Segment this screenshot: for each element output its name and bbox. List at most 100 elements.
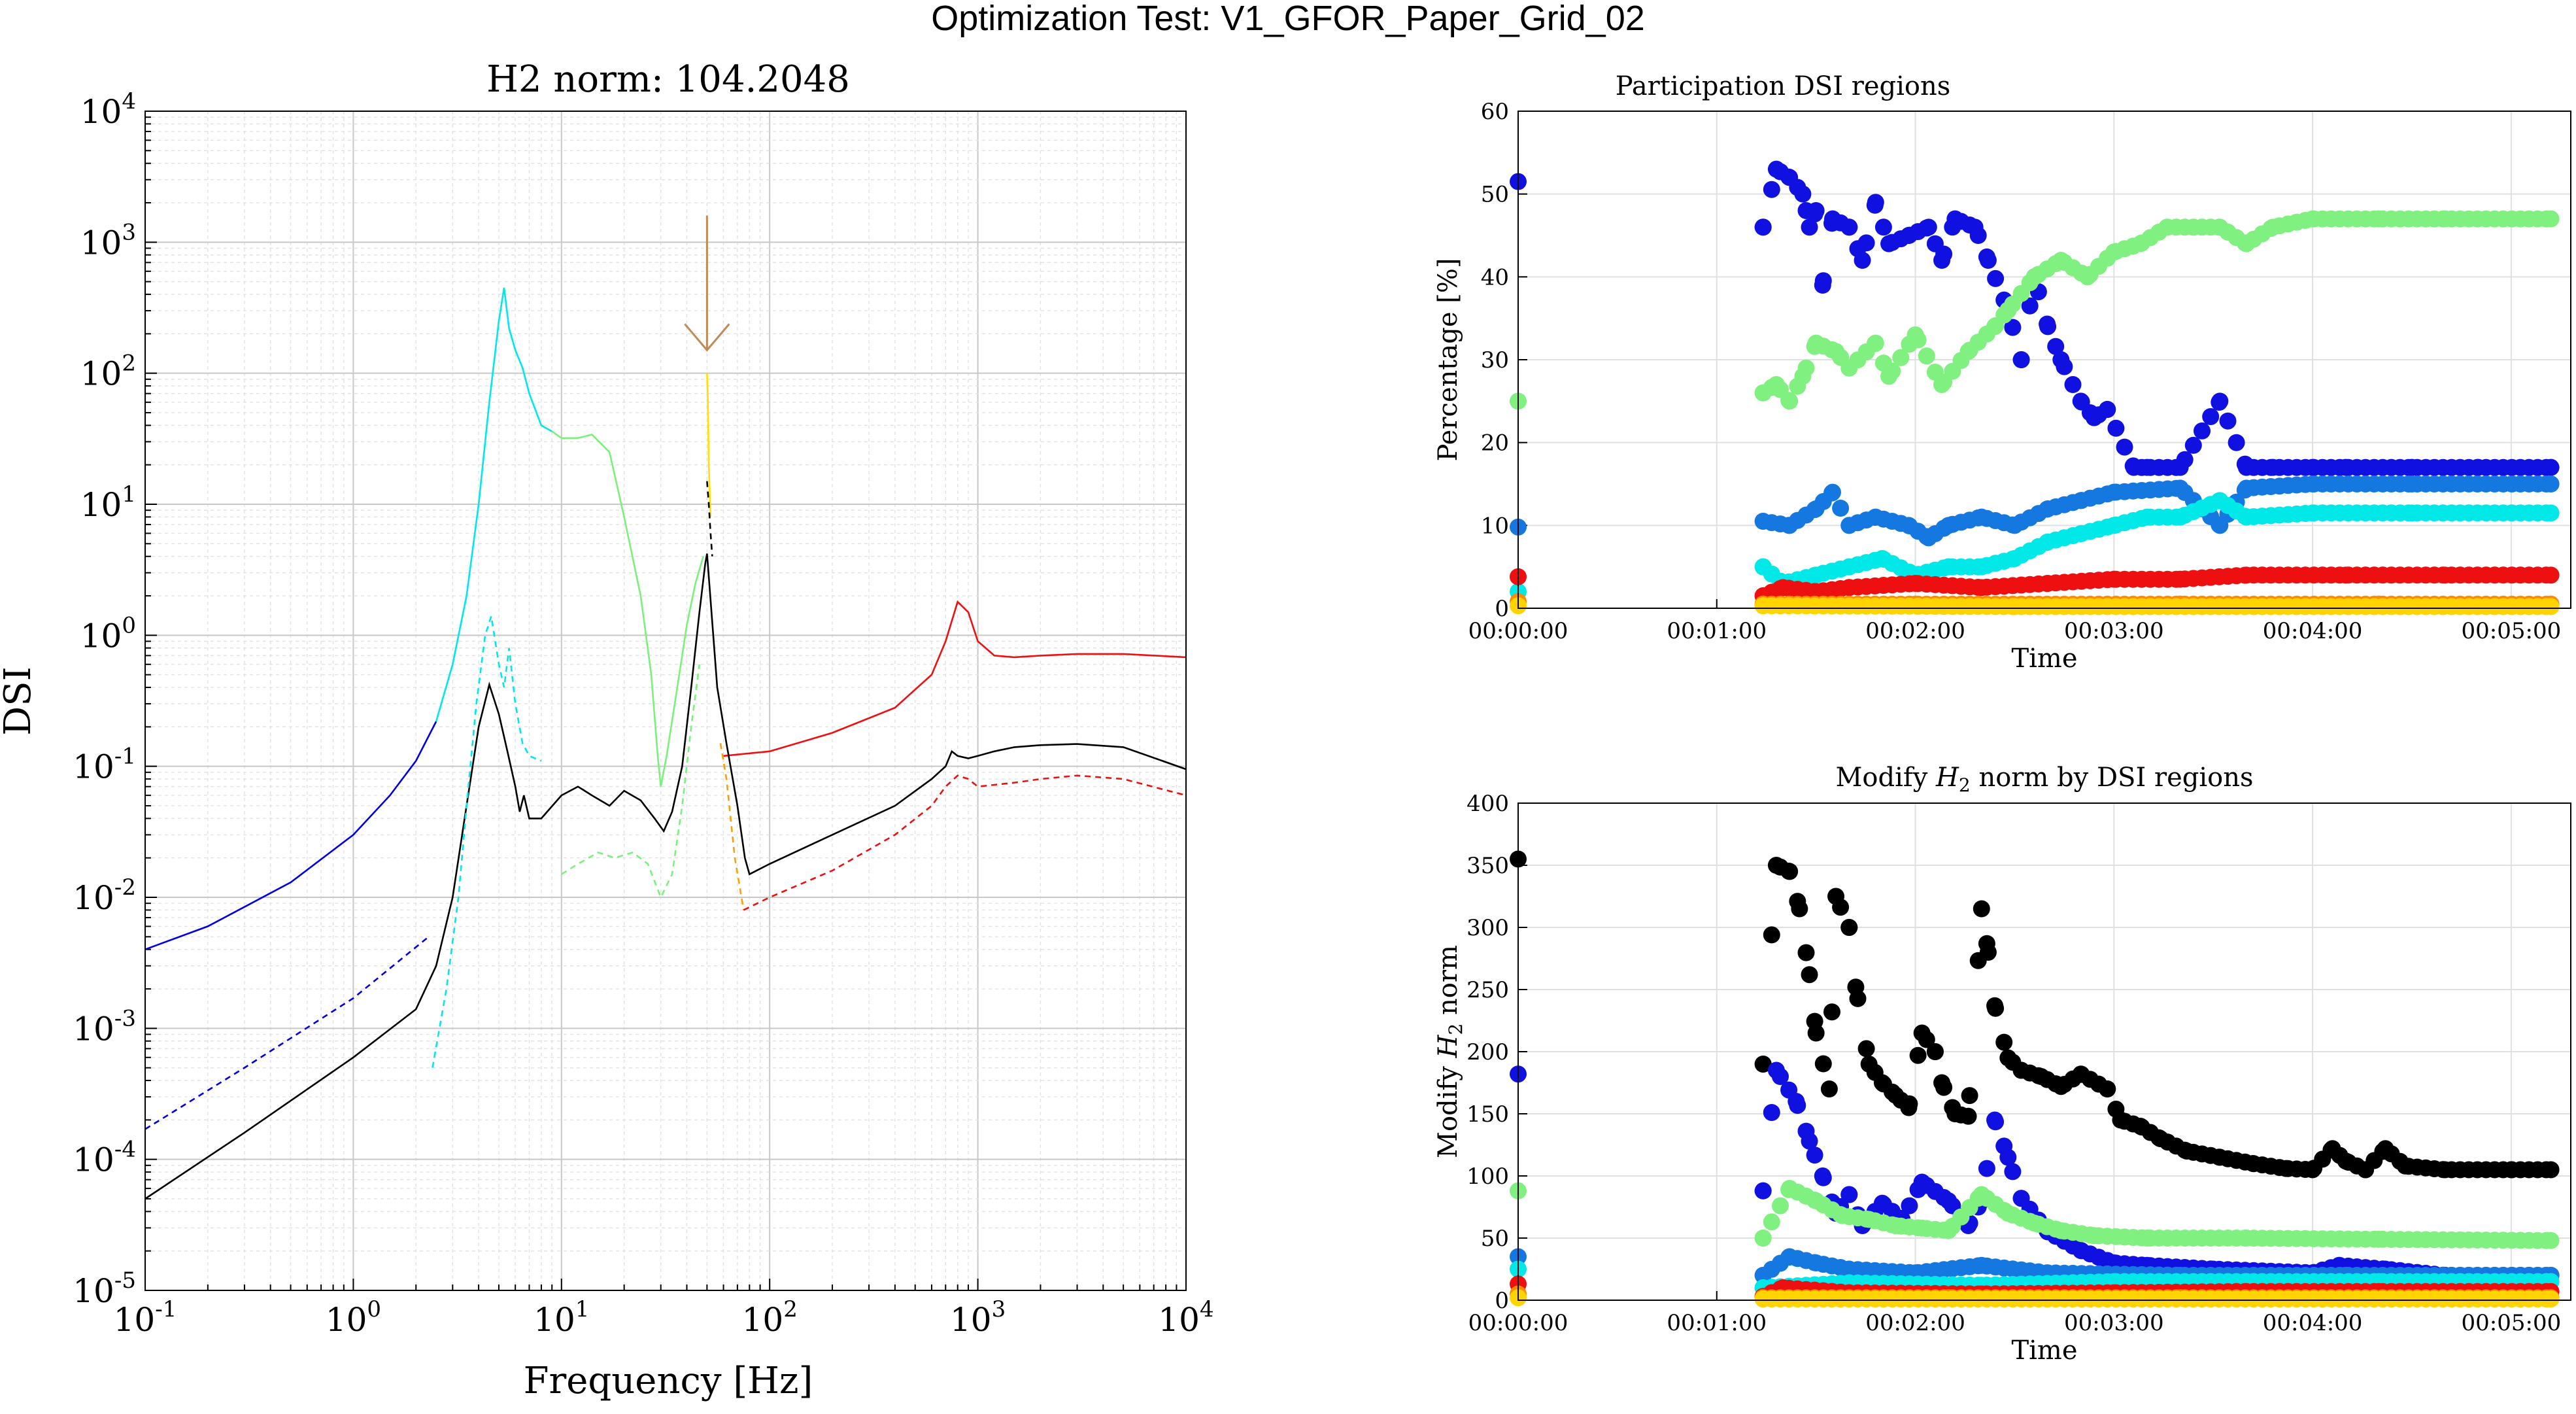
modify-h2-point-s1 [1873,1194,1891,1212]
participation-point-s4 [2039,575,2057,592]
modify-h2-point-s0 [2072,1065,2090,1083]
participation-point-s2 [2039,500,2057,517]
participation-point-s3 [2072,525,2090,542]
participation-point-s3 [1840,558,1858,576]
participation-point-s0 [1987,269,2005,287]
participation-point-s0 [2047,337,2065,355]
participation-point-s1 [2052,252,2070,269]
modify-h2-point-s1 [1814,1167,1831,1184]
modify-h2-y-tick-label: 350 [1466,853,1509,879]
participation-point-s3 [2237,508,2255,526]
dsi-plot-xlabel: Frequency [Hz] [524,1360,813,1402]
modify-h2-point-s1 [1767,1061,1785,1079]
participation-point-s2 [1832,500,1850,517]
participation-point-s4 [2542,566,2560,584]
modify-h2-x-tick-label: 00:04:00 [2263,1310,2363,1336]
modify-h2-point-s2 [1834,1207,1852,1224]
participation-point-s1 [1880,368,1898,385]
participation-point-s2 [1867,508,1884,526]
modify-h2-point-s0 [1847,978,1865,996]
modify-h2-point-s2 [1973,1186,1990,1203]
modify-h2-plot-tick-labels: 00:00:00 00:01:00 00:02:00 00:03:00 00:04:00… [1466,791,2561,1336]
participation-point-s1 [2264,218,2282,236]
modify-h2-point-s1 [1901,1197,1918,1215]
modify-h2-point-s1 [1986,1111,2004,1129]
modify-h2-point-s0 [1979,944,1997,961]
participation-point-s4 [2105,570,2123,588]
modify-h2-x-tick-label: 00:03:00 [2064,1310,2164,1336]
participation-point-s2 [2072,492,2090,509]
modify-h2-point-s3 [1973,1256,1990,1274]
modify-h2-point-s1 [1763,1104,1780,1121]
dsi-series-line-6 [144,936,430,1130]
participation-point-s2 [1754,513,1772,530]
modify-h2-point-s0 [2396,1157,2414,1175]
dsi-plot-annotations [684,215,730,352]
modify-h2-point-s1 [1978,1160,1995,1177]
modify-h2-point-s2 [2542,1232,2560,1249]
modify-h2-y-tick-label: 400 [1466,791,1509,817]
participation-point-s2 [1807,500,1825,517]
modify-h2-point-s0 [2178,1143,2195,1160]
participation-point-s2 [1840,517,1858,534]
participation-point-s1 [2025,268,2043,286]
participation-point-s0 [2004,319,2022,336]
modify-h2-point-s1 [2012,1190,2030,1207]
participation-point-s1 [1999,302,2017,319]
participation-point-s0 [1814,277,1831,294]
participation-y-tick-label: 60 [1481,99,1509,125]
participation-point-s1 [1892,349,1910,366]
participation-point-s0 [2469,458,2487,476]
participation-point-s1 [2436,210,2454,228]
modify-h2-plot-ylabel: Modify H2 norm [1433,945,1466,1158]
participation-point-s1 [1767,376,1785,393]
dsi-series-line-0 [144,721,437,950]
dsi-plot-series [144,287,1187,1200]
participation-point-s2 [2211,517,2229,534]
modify-h2-point-s1 [2072,1242,2090,1259]
modify-h2-point-s0 [2112,1111,2129,1129]
modify-h2-y-tick-label: 100 [1466,1164,1509,1190]
participation-x-tick-label: 00:01:00 [1667,618,1767,644]
y-tick-label: 101 [80,481,136,524]
modify-h2-point-s0 [1823,1003,1840,1021]
participation-point-s0 [2171,458,2189,476]
dsi-series-line-8 [561,664,701,900]
participation-plot-ylabel: Percentage [%] [1433,258,1463,462]
modify-h2-point-s0 [1926,1043,1944,1060]
participation-point-s0 [2211,392,2229,410]
modify-h2-point-s3 [1781,1248,1799,1266]
participation-point-s2 [1781,517,1799,534]
modify-h2-point-s0 [1840,919,1858,936]
y-tick-label: 104 [80,88,136,131]
modify-h2-point-s1 [1913,1173,1931,1191]
participation-point-s4 [1807,583,1825,600]
modify-h2-point-s2 [2052,1222,2070,1239]
modify-h2-point-s0 [1999,1049,2017,1067]
participation-point-s0 [2138,458,2156,476]
participation-x-tick-label: 00:02:00 [1865,618,1965,644]
participation-point-s1 [2370,210,2388,228]
modify-h2-point-s2 [1781,1180,1799,1197]
participation-point-s1 [1918,347,1935,365]
modify-h2-point-s0 [2244,1155,2262,1172]
participation-point-s2 [2105,483,2123,501]
modify-h2-point-s2 [2085,1227,2103,1245]
participation-point-s0 [1966,218,1984,236]
y-tick-label: 10-5 [73,1267,136,1310]
y-tick-label: 103 [80,219,136,262]
modify-h2-x-tick-label: 00:05:00 [2462,1310,2562,1336]
participation-point-s3 [1807,566,1825,584]
participation-point-s0 [1801,218,1818,236]
participation-point-s0 [1933,252,1951,269]
modify-h2-point-s0 [2211,1148,2229,1166]
modify-h2-point-s1 [1801,1132,1818,1150]
participation-point-s2 [2403,475,2420,492]
participation-point-s3 [1873,550,1891,567]
dsi-series-line-11 [743,774,1187,911]
participation-point-s0 [2194,422,2211,440]
dsi-series-line-1 [435,287,552,722]
modify-h2-point-s0 [2099,1080,2116,1097]
modify-h2-point-s0 [2542,1161,2560,1179]
modify-h2-point-s0 [1801,966,1818,984]
